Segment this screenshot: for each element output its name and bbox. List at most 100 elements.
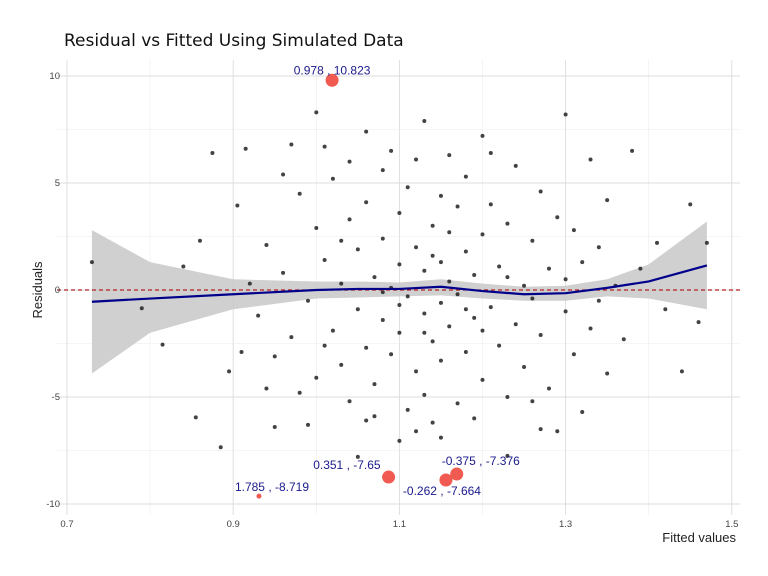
data-point bbox=[447, 153, 452, 158]
data-point bbox=[538, 189, 543, 194]
data-point bbox=[355, 454, 360, 459]
data-point bbox=[380, 236, 385, 241]
data-point bbox=[314, 225, 319, 230]
x-tick-label: 1.5 bbox=[725, 519, 738, 530]
data-point bbox=[197, 238, 202, 243]
x-tick-label: 1.1 bbox=[393, 519, 406, 530]
point-annotation: -0.262 , -7.664 bbox=[403, 484, 481, 498]
data-point bbox=[414, 157, 419, 162]
highlighted-point bbox=[439, 473, 453, 487]
data-point bbox=[438, 260, 443, 265]
data-point bbox=[438, 300, 443, 305]
data-point bbox=[235, 203, 240, 208]
data-point bbox=[355, 307, 360, 312]
y-axis-label-text: Residuals bbox=[30, 261, 45, 319]
data-point bbox=[405, 294, 410, 299]
point-annotation: 1.785 , -8.719 bbox=[235, 480, 309, 494]
data-point bbox=[139, 306, 144, 311]
x-tick-label: 1.3 bbox=[559, 519, 572, 530]
x-tick-label: 0.7 bbox=[60, 519, 73, 530]
data-point bbox=[497, 343, 502, 348]
smooth-curve bbox=[91, 264, 708, 303]
data-point bbox=[380, 290, 385, 295]
data-point bbox=[422, 392, 427, 397]
data-point bbox=[663, 307, 668, 312]
data-point bbox=[281, 270, 286, 275]
y-axis-label: Residuals bbox=[30, 261, 45, 319]
data-point bbox=[364, 129, 369, 134]
data-point bbox=[563, 277, 568, 282]
data-point bbox=[389, 352, 394, 357]
data-point bbox=[447, 279, 452, 284]
x-tick-label: 0.9 bbox=[227, 519, 240, 530]
data-point bbox=[455, 204, 460, 209]
data-point bbox=[181, 264, 186, 269]
data-point bbox=[389, 148, 394, 153]
data-point bbox=[505, 395, 510, 399]
data-point bbox=[430, 253, 435, 258]
data-point bbox=[330, 328, 335, 333]
data-point bbox=[480, 133, 485, 138]
scatter-points bbox=[89, 110, 709, 459]
data-point bbox=[397, 210, 402, 215]
data-point bbox=[339, 281, 344, 286]
chart-title: Residual vs Fitted Using Simulated Data bbox=[64, 31, 404, 51]
data-point bbox=[322, 343, 327, 348]
data-point bbox=[555, 215, 560, 220]
data-point bbox=[472, 273, 477, 278]
data-point bbox=[505, 453, 510, 458]
data-point bbox=[193, 415, 198, 420]
point-annotation: 0.351 , -7.65 bbox=[313, 458, 381, 472]
data-point bbox=[330, 176, 335, 181]
data-point bbox=[380, 168, 385, 173]
data-point bbox=[405, 407, 410, 412]
data-point bbox=[372, 275, 377, 280]
data-point bbox=[414, 245, 419, 250]
data-point bbox=[455, 292, 460, 297]
y-tick-label: 10 bbox=[49, 71, 60, 82]
data-point bbox=[563, 112, 568, 117]
data-point bbox=[322, 144, 327, 149]
data-point bbox=[538, 427, 543, 432]
data-point bbox=[497, 264, 502, 269]
axis-ticks: 0.7 0.9 1.1 1.3 1.5 -10 -5 0 5 10 bbox=[46, 71, 738, 530]
data-point bbox=[380, 317, 385, 322]
data-point bbox=[563, 309, 568, 314]
data-point bbox=[438, 193, 443, 198]
data-point bbox=[430, 339, 435, 344]
data-point bbox=[571, 228, 576, 233]
smooth-line bbox=[91, 264, 708, 303]
data-point bbox=[688, 202, 693, 207]
highlighted-point bbox=[382, 470, 396, 484]
data-point bbox=[372, 414, 377, 419]
ci-band bbox=[91, 221, 707, 374]
data-point bbox=[655, 240, 660, 245]
data-point bbox=[480, 328, 485, 333]
data-point bbox=[621, 337, 626, 342]
data-point bbox=[314, 375, 319, 380]
data-point bbox=[530, 399, 535, 404]
data-point bbox=[555, 429, 560, 434]
data-point bbox=[397, 262, 402, 267]
data-point bbox=[339, 362, 344, 367]
data-point bbox=[571, 352, 576, 357]
data-point bbox=[397, 438, 402, 443]
data-point bbox=[513, 322, 518, 327]
data-point bbox=[364, 418, 369, 423]
data-point bbox=[347, 159, 352, 164]
data-point bbox=[305, 422, 310, 427]
data-point bbox=[463, 249, 468, 254]
data-point bbox=[397, 330, 402, 335]
data-point bbox=[638, 266, 643, 271]
data-point bbox=[463, 174, 468, 179]
y-tick-label: -5 bbox=[52, 392, 60, 403]
data-point bbox=[289, 335, 294, 340]
data-point bbox=[281, 172, 286, 177]
data-point bbox=[580, 260, 585, 265]
data-point bbox=[414, 369, 419, 374]
data-point bbox=[256, 313, 261, 318]
data-point bbox=[522, 365, 527, 370]
data-point bbox=[347, 399, 352, 404]
data-point bbox=[605, 198, 610, 203]
